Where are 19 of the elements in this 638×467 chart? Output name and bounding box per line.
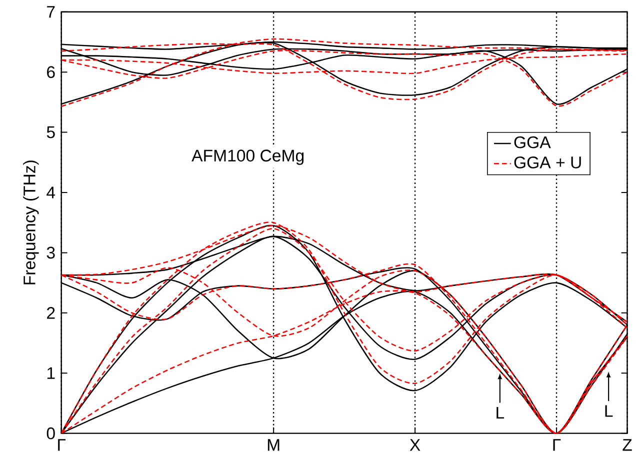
text: AFM100 CeMg — [192, 150, 304, 165]
x-tick-label: X — [410, 439, 420, 451]
annotation: L — [605, 405, 613, 417]
annotation: L — [496, 406, 504, 419]
y-tick-label: 1 — [47, 367, 55, 379]
y-tick-label: 7 — [47, 6, 55, 18]
y-axis-title: Frequency (THz) — [23, 160, 39, 284]
legend-label: GGA — [514, 136, 551, 148]
y-tick-label: 4 — [46, 186, 56, 198]
x-tick-label: Γ — [553, 439, 561, 451]
x-tick-label: M — [268, 439, 280, 451]
y-tick-label: 3 — [46, 246, 55, 259]
x-tick-label: Γ — [58, 439, 66, 451]
legend-label: GGA + U — [514, 156, 581, 168]
y-tick-label: 6 — [47, 66, 55, 78]
x-tick-label: Z — [622, 439, 632, 451]
y-tick-label: 0 — [46, 427, 55, 440]
y-tick-label: 2 — [47, 307, 55, 319]
y-tick-label: 5 — [46, 126, 55, 138]
